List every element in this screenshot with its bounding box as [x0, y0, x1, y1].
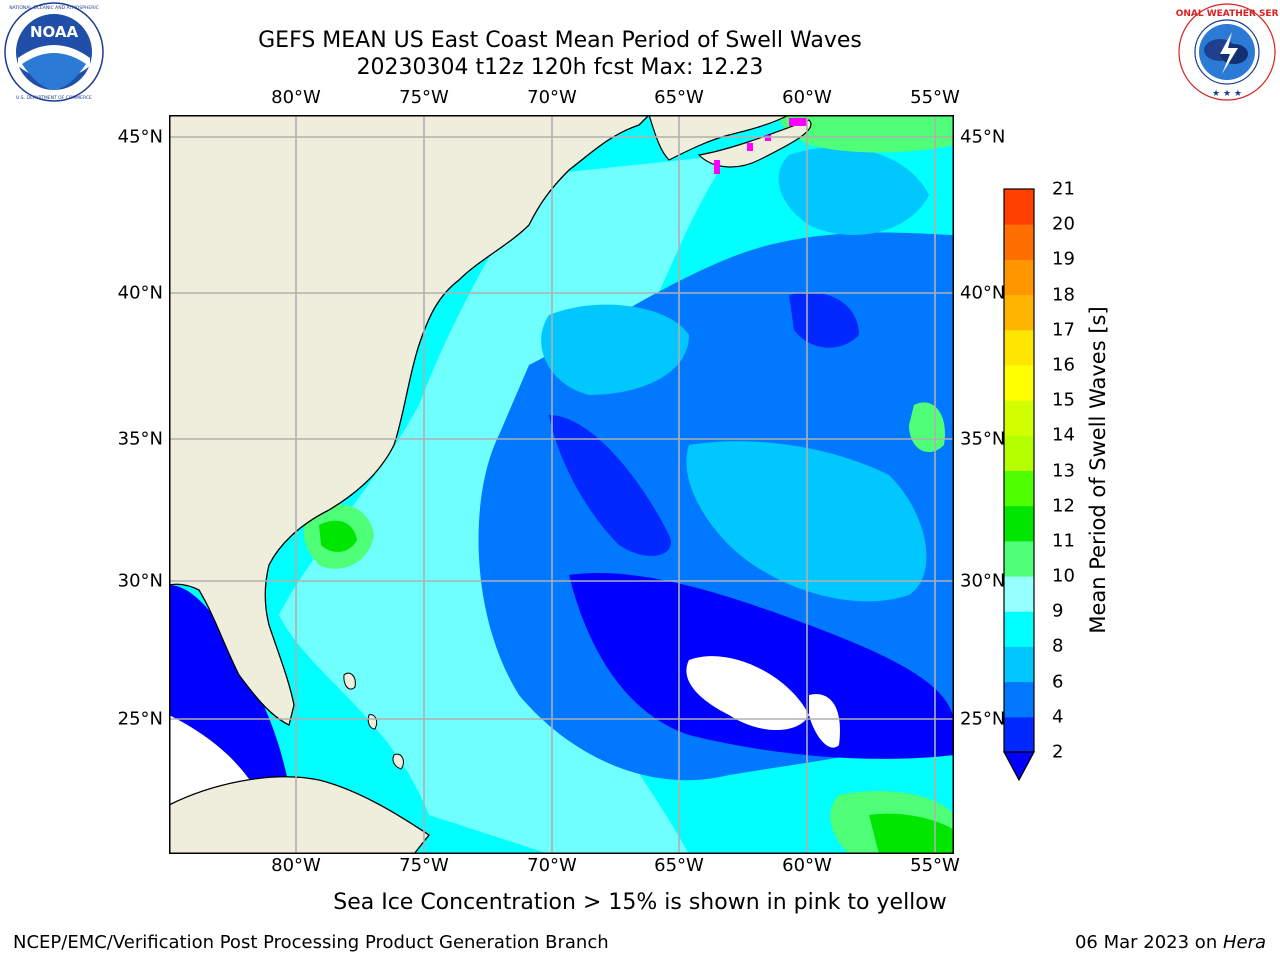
lat-tick-left-3: 30°N [117, 570, 163, 592]
svg-text:NATIONAL WEATHER SERVICE: NATIONAL WEATHER SERVICE [1176, 9, 1278, 19]
colorbar-tick-label: 18 [1052, 284, 1075, 306]
sea-ice-4 [765, 135, 771, 141]
svg-text:U.S. DEPARTMENT OF COMMERCE: U.S. DEPARTMENT OF COMMERCE [16, 95, 92, 101]
colorbar-segment [1004, 505, 1034, 542]
colorbar-segment [1004, 540, 1034, 577]
lon-tick-bottom-4: 60°W [782, 855, 832, 876]
lat-tick-left-1: 40°N [117, 282, 163, 304]
colorbar-tick-label: 20 [1052, 213, 1075, 235]
colorbar-tick-label: 8 [1052, 635, 1064, 657]
lat-tick-right-4: 25°N [960, 708, 1006, 730]
colorbar-segment [1004, 329, 1034, 366]
colorbar-tick-label: 17 [1052, 319, 1075, 341]
colorbar-tick-label: 15 [1052, 389, 1075, 411]
ocean-patch-cyan-2 [541, 304, 689, 395]
ocean-green-core-2 [869, 813, 954, 854]
map-panel [169, 115, 954, 854]
lat-tick-left-4: 25°N [117, 708, 163, 730]
colorbar-segment [1004, 716, 1034, 753]
colorbar-tick-label: 16 [1052, 354, 1075, 376]
colorbar [1002, 188, 1036, 782]
colorbar-segment [1004, 435, 1034, 471]
chart-subtitle: 20230304 t12z 120h fcst Max: 12.23 [356, 55, 764, 80]
colorbar-segment [1004, 364, 1034, 401]
colorbar-segment [1004, 400, 1034, 436]
colorbar-tick-label: 21 [1052, 178, 1075, 200]
lon-tick-top-1: 75°W [399, 87, 449, 108]
lon-tick-top-0: 80°W [271, 87, 321, 108]
colorbar-tick-label: 19 [1052, 248, 1075, 270]
noaa-logo: NOAA NATIONAL OCEANIC AND ATMOSPHERIC U.… [4, 2, 104, 102]
ocean-nodata-2 [809, 694, 840, 748]
sea-ice-footnote: Sea Ice Concentration > 15% is shown in … [333, 890, 947, 915]
footer-credit: NCEP/EMC/Verification Post Processing Pr… [13, 932, 609, 953]
ocean-patch-cyan-3 [778, 147, 929, 235]
colorbar-tick-label: 11 [1052, 530, 1075, 552]
ocean-green-core-1 [319, 520, 357, 552]
colorbar-label: Mean Period of Swell Waves [s] [1086, 306, 1110, 634]
lat-tick-left-0: 45°N [117, 126, 163, 148]
colorbar-tick-label: 2 [1052, 741, 1064, 763]
lon-tick-bottom-3: 65°W [654, 855, 704, 876]
colorbar-tick-label: 13 [1052, 460, 1075, 481]
sea-ice-2 [714, 160, 720, 174]
colorbar-segment [1004, 576, 1034, 612]
lon-tick-bottom-2: 70°W [527, 855, 577, 876]
colorbar-segment [1004, 224, 1034, 260]
lon-tick-bottom-0: 80°W [271, 855, 321, 876]
land-bahamas-1 [343, 672, 356, 690]
colorbar-segment [1004, 189, 1034, 225]
svg-text:NATIONAL OCEANIC AND ATMOSPHER: NATIONAL OCEANIC AND ATMOSPHERIC [9, 5, 99, 11]
lat-tick-left-2: 35°N [117, 428, 163, 450]
colorbar-extend-arrow [1002, 751, 1036, 782]
land-us-east-coast [169, 115, 650, 726]
colorbar-tick-label: 6 [1052, 671, 1064, 693]
lon-tick-top-3: 65°W [654, 87, 704, 108]
nws-logo: NATIONAL WEATHER SERVICE ★ ★ ★ [1176, 3, 1278, 101]
colorbar-tick-label: 10 [1052, 565, 1075, 587]
ocean-green-4 [779, 115, 954, 153]
lon-tick-top-4: 60°W [782, 87, 832, 108]
colorbar-tick-label: 14 [1052, 424, 1075, 446]
sea-ice-3 [747, 143, 753, 151]
colorbar-tick-label: 9 [1052, 600, 1064, 622]
lat-tick-right-1: 40°N [960, 282, 1006, 304]
svg-text:★ ★ ★: ★ ★ ★ [1212, 89, 1242, 99]
footer-machine: Hera [1222, 932, 1266, 953]
colorbar-segment [1004, 681, 1034, 718]
land-cuba [169, 776, 430, 854]
ocean-nodata-1 [686, 656, 809, 730]
lat-tick-right-2: 35°N [960, 428, 1006, 450]
colorbar-segment [1004, 646, 1034, 683]
colorbar-tick-label: 4 [1052, 706, 1064, 728]
colorbar-segment [1004, 470, 1034, 507]
noaa-logo-text: NOAA [30, 23, 79, 41]
chart-title: GEFS MEAN US East Coast Mean Period of S… [258, 28, 862, 53]
footer-date: 06 Mar 2023 on Hera [1075, 932, 1266, 953]
colorbar-tick-label: 12 [1052, 495, 1075, 517]
map-gridlines [169, 115, 954, 854]
lon-tick-bottom-1: 75°W [399, 855, 449, 876]
colorbar-segment [1004, 611, 1034, 647]
lon-tick-top-5: 55°W [910, 87, 960, 108]
land-nova-scotia [697, 119, 812, 168]
sea-ice-1 [789, 118, 807, 126]
lat-tick-right-3: 30°N [960, 570, 1006, 592]
ocean-region-2-4s-2 [569, 573, 954, 759]
lat-tick-right-0: 45°N [960, 126, 1006, 148]
footer-date-text: 06 Mar 2023 on [1074, 932, 1223, 953]
ocean-region-2-4s-1 [549, 415, 671, 556]
land-bahamas-3 [392, 753, 404, 770]
colorbar-segment [1004, 259, 1034, 296]
colorbar-segment [1004, 294, 1034, 331]
lon-tick-bottom-5: 55°W [910, 855, 960, 876]
lon-tick-top-2: 70°W [527, 87, 577, 108]
